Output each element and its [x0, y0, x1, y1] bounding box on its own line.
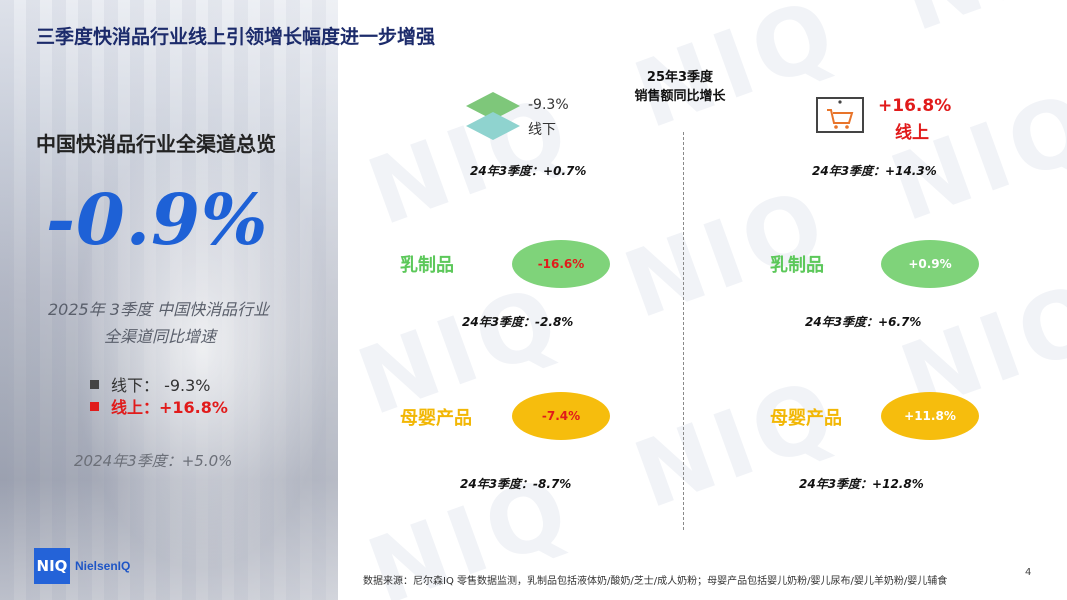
offline-baby-badge: -7.4%: [512, 392, 610, 440]
offline-baby-previous: 24年3季度：-8.7%: [460, 477, 572, 491]
offline-baby-label: 母婴产品: [400, 408, 472, 429]
overall-growth-value: -0.9%: [46, 178, 269, 261]
offline-legend: 线下： -9.3%: [90, 372, 211, 396]
center-heading-line2: 销售额同比增长: [634, 89, 726, 104]
offline-dairy-badge: -16.6%: [512, 240, 610, 288]
online-previous-year: 24年3季度：+14.3%: [812, 164, 937, 178]
online-legend-marker: [90, 401, 99, 411]
offline-dairy-previous: 24年3季度：-2.8%: [462, 315, 574, 329]
niq-logo-mark: NIQ: [34, 548, 70, 584]
online-legend-text: 线上：+16.8%: [111, 398, 228, 417]
online-dairy-badge: +0.9%: [881, 240, 979, 288]
slide-title: 三季度快消品行业线上引领增长幅度进一步增强: [36, 26, 436, 48]
niq-logo-name: NielsenIQ: [75, 559, 131, 573]
offline-baby-value: -7.4%: [541, 409, 581, 423]
overall-subtitle-line2: 全渠道同比增速: [104, 327, 217, 346]
online-baby-badge: +11.8%: [881, 392, 979, 440]
offline-legend-marker: [90, 379, 99, 389]
online-dairy-value: +0.9%: [908, 257, 952, 271]
online-baby-label: 母婴产品: [770, 408, 842, 429]
offline-dairy-value: -16.6%: [537, 257, 585, 271]
online-baby-previous: 24年3季度：+12.8%: [799, 477, 924, 491]
online-dairy-previous: 24年3季度：+6.7%: [805, 315, 922, 329]
city-night-background: [0, 0, 338, 600]
offline-label: 线下: [528, 122, 556, 138]
online-legend: 线上：+16.8%: [90, 394, 228, 418]
offline-dairy-label: 乳制品: [400, 255, 454, 276]
page-number: 4: [1025, 567, 1032, 578]
data-source-footnote: 数据来源：尼尔森IQ 零售数据监测，乳制品包括液体奶/酸奶/芝士/成人奶粉；母婴…: [363, 576, 948, 587]
diamond-stack-icon: [466, 92, 520, 140]
offline-legend-text: 线下： -9.3%: [111, 376, 211, 395]
online-growth-value: +16.8%: [878, 96, 952, 116]
overall-previous-year: 2024年3季度：+5.0%: [74, 452, 233, 470]
offline-previous-year: 24年3季度：+0.7%: [470, 164, 587, 178]
online-dairy-label: 乳制品: [770, 255, 824, 276]
overall-subtitle-line1: 2025年 3季度 中国快消品行业: [48, 300, 270, 319]
nielseniq-logo: NIQ NielsenIQ: [34, 548, 130, 584]
center-heading: 25年3季度 销售额同比增长: [610, 68, 750, 106]
shopping-cart-monitor-icon: [816, 97, 864, 133]
offline-growth-value: -9.3%: [528, 97, 569, 113]
center-heading-line1: 25年3季度: [646, 70, 714, 85]
online-label: 线上: [895, 123, 929, 143]
online-baby-value: +11.8%: [904, 409, 956, 423]
column-divider: [683, 132, 684, 530]
overview-heading: 中国快消品行业全渠道总览: [36, 132, 276, 156]
